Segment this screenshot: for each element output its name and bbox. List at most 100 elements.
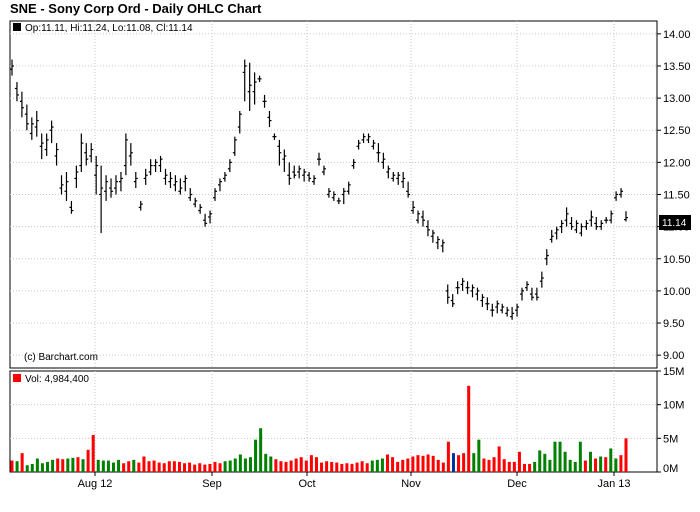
volume-bar [512,461,516,472]
volume-bar [183,463,187,472]
ohlc-bar [416,210,421,224]
ohlc-bar [84,143,89,166]
ohlc-bar [203,213,208,227]
volume-tick-label: 5M [663,433,678,445]
ohlc-bar [247,62,252,111]
volume-tick-label: 0M [663,463,678,475]
volume-bar [396,461,400,472]
ohlc-bar [401,172,406,189]
volume-bar [279,461,283,472]
ohlc-bar [168,172,173,189]
ohlc-bar [411,200,416,214]
ohlc-bar [158,155,163,173]
volume-bar [309,455,313,472]
ohlc-bar [242,59,247,102]
ohlc-bar [619,188,624,198]
volume-bar [314,457,318,472]
volume-bar [588,451,592,472]
ohlc-bar [59,175,64,195]
volume-bar [335,462,339,472]
volume-bar [86,449,90,472]
volume-bar [386,454,390,472]
ohlc-bar [312,175,317,185]
ohlc-bar [138,200,143,211]
ohlc-bar [356,139,361,150]
price-legend-swatch [13,23,21,31]
ohlc-bar [74,165,79,189]
date-tick-label: Aug 12 [78,478,113,490]
ohlc-bar [123,133,128,176]
ohlc-bar [574,220,579,234]
volume-bar [325,461,329,472]
last-price-label: 11.14 [662,218,687,229]
volume-bar [436,459,440,472]
date-tick-label: Oct [298,478,315,490]
price-tick-label: 9.00 [663,350,684,362]
ohlc-bar [49,120,54,144]
volume-bar [61,459,65,472]
volume-bar [441,462,445,472]
volume-bars [10,385,628,472]
ohlc-bar [307,172,312,182]
ohlc-bar [445,284,450,304]
date-tick-label: Sep [202,478,222,490]
ohlc-bar [594,216,599,230]
ohlc-bar [539,271,544,288]
volume-bar [533,461,537,472]
price-tick-label: 12.50 [663,125,691,137]
ohlc-bar [39,133,44,160]
volume-bar [345,463,349,472]
ohlc-bar [29,117,34,140]
volume-bar [558,441,562,472]
ohlc-bar [624,211,628,222]
volume-bar [507,461,511,472]
volume-bar [502,459,506,472]
volume-bar [421,455,425,472]
volume-bar [355,462,359,472]
volume-bar [81,459,85,472]
date-axis: Aug 12 Sep Oct Nov Dec Jan 13 [78,472,631,490]
volume-bar [25,465,29,472]
ohlc-bar [534,287,539,301]
volume-bar [517,451,521,472]
ohlc-bar [579,223,584,237]
volume-bar [162,463,166,472]
volume-bar [568,459,572,472]
ohlc-bar [297,165,302,179]
volume-bar [624,438,628,472]
ohlc-bar [614,191,619,201]
volume-bar [172,461,176,472]
volume-bar [370,460,374,472]
ohlc-bar [237,110,242,134]
volume-bar [406,458,410,472]
ohlc-bar [143,168,148,185]
volume-bar [56,458,60,472]
ohlc-bar [435,236,440,250]
volume-bar [492,457,496,472]
ohlc-bar [544,249,549,266]
volume-bar [238,454,242,472]
ohlc-bar [420,210,425,227]
ohlc-bar [99,165,104,234]
ohlc-bar [173,175,178,192]
ohlc-bar [366,133,371,144]
price-tick-label: 13.00 [663,93,691,105]
ohlc-bar [386,165,391,179]
volume-bar [132,459,136,472]
volume-bar [101,460,105,472]
ohlc-bar [554,226,559,240]
ohlc-bar [584,220,589,230]
ohlc-bar [465,281,470,295]
ohlc-bar [302,168,307,182]
volume-bar [416,455,420,472]
volume-bar [228,460,232,472]
ohlc-bar [163,168,168,185]
ohlc-bar [510,306,515,320]
ohlc-bar [346,181,351,195]
volume-legend: Vol: 4,984,400 [25,374,89,385]
volume-plot-area [9,370,658,473]
ohlc-bar [440,239,445,253]
volume-bar [340,463,344,472]
ohlc-bar [460,278,465,291]
ohlc-bar [89,143,94,163]
